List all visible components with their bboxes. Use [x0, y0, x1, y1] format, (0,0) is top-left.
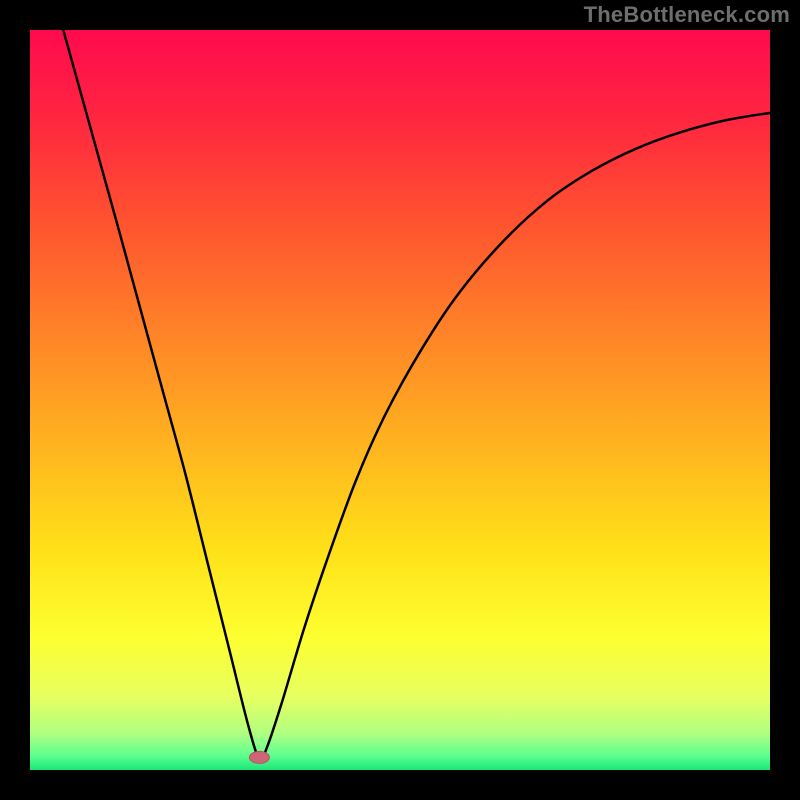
frame-border — [0, 770, 800, 800]
plot-background — [30, 30, 770, 770]
optimal-point-marker — [249, 751, 269, 763]
frame-border — [0, 0, 30, 800]
chart-frame: TheBottleneck.com — [0, 0, 800, 800]
bottleneck-chart — [0, 0, 800, 800]
frame-border — [770, 0, 800, 800]
watermark-text: TheBottleneck.com — [584, 2, 790, 28]
